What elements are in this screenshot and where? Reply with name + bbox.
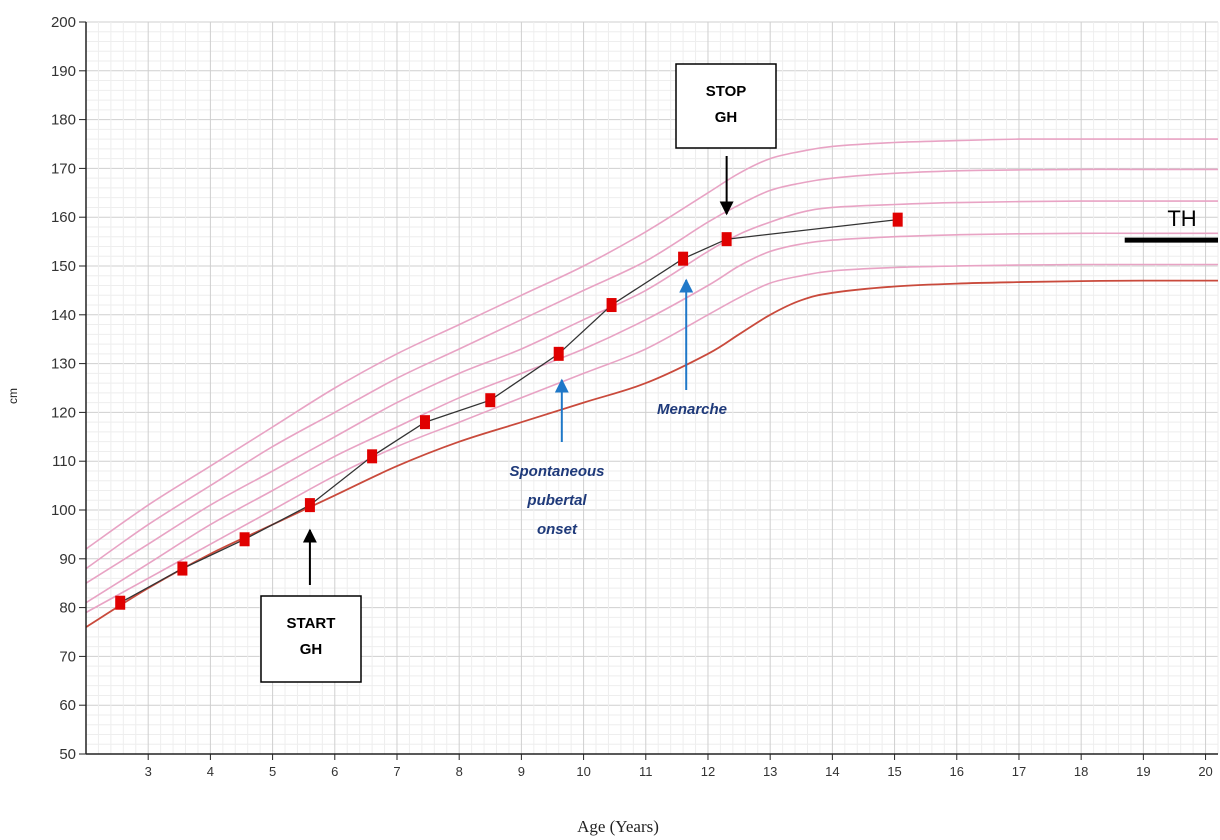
x-tick-label: 9 [518, 764, 525, 779]
y-tick-label: 60 [59, 697, 76, 714]
stop-gh-box-label: GH [715, 109, 738, 126]
measurement-point [419, 415, 430, 430]
centile-line [85, 168, 1218, 570]
x-tick-label: 13 [763, 764, 777, 779]
pubertal-onset-label: pubertal [526, 492, 587, 509]
x-tick-label: 10 [576, 764, 590, 779]
measurement-point [115, 595, 126, 610]
y-tick-label: 130 [51, 356, 76, 373]
patient-growth-series: TH [115, 206, 1218, 610]
x-tick-label: 4 [207, 764, 214, 779]
x-tick-label: 7 [393, 764, 400, 779]
x-tick-label: 3 [145, 764, 152, 779]
pubertal-onset-label: onset [537, 521, 578, 538]
x-tick-label: 16 [950, 764, 964, 779]
measurement-point [892, 212, 903, 227]
measurement-point [304, 498, 315, 513]
measurement-point [177, 561, 188, 576]
y-tick-label: 110 [52, 453, 76, 470]
start-gh-box-label: GH [300, 641, 323, 658]
measurement-point [367, 449, 378, 464]
measurement-point [678, 251, 689, 266]
x-tick-label: 5 [269, 764, 276, 779]
y-tick-label: 70 [59, 648, 76, 665]
x-tick-label: 14 [825, 764, 839, 779]
x-tick-label: 6 [331, 764, 338, 779]
x-tick-label: 17 [1012, 764, 1026, 779]
x-axis-label: Age (Years) [577, 817, 659, 836]
x-tick-label: 18 [1074, 764, 1088, 779]
patient-growth-line [119, 218, 898, 604]
y-tick-label: 120 [51, 404, 76, 421]
measurement-point [239, 532, 250, 547]
x-tick-label: 20 [1198, 764, 1212, 779]
y-tick-label: 180 [51, 112, 76, 129]
y-tick-label: 190 [51, 63, 76, 80]
x-tick-label: 8 [456, 764, 463, 779]
y-tick-label: 200 [51, 14, 76, 31]
x-tick-label: 15 [887, 764, 901, 779]
y-tick-label: 100 [51, 502, 76, 519]
measurement-point [721, 232, 732, 247]
y-tick-label: 160 [51, 209, 76, 226]
y-tick-label: 80 [59, 600, 76, 617]
start-gh-box-label: START [287, 615, 336, 632]
chart-annotations: START GH STOP GH Spontaneous pubertal onset Men… [260, 63, 777, 683]
measurement-point [553, 346, 564, 361]
y-tick-label: 50 [59, 746, 76, 763]
y-axis-label: cm [6, 388, 20, 404]
x-tick-label: 19 [1136, 764, 1150, 779]
x-tick-label: 12 [701, 764, 715, 779]
chart-grid [85, 21, 1219, 755]
target-height-label: TH [1167, 206, 1196, 231]
measurement-point [485, 393, 496, 408]
chart-axes: 50 60 70 80 90 100 110 120 130 140 150 160 170 180 190… [51, 14, 1218, 779]
pubertal-onset-label: Spontaneous [509, 463, 604, 480]
x-tick-label: 11 [639, 764, 653, 779]
centile-line [85, 232, 1218, 604]
y-tick-label: 140 [51, 307, 76, 324]
y-tick-label: 170 [51, 160, 76, 177]
measurement-point [606, 298, 617, 313]
start-gh-box [260, 595, 362, 683]
stop-gh-box-label: STOP [706, 83, 747, 100]
menarche-label: Menarche [657, 401, 727, 418]
stop-gh-box [675, 63, 777, 149]
y-tick-label: 150 [51, 258, 76, 275]
y-tick-label: 90 [59, 551, 76, 568]
centile-line [85, 138, 1218, 550]
centile-line [85, 279, 1218, 628]
